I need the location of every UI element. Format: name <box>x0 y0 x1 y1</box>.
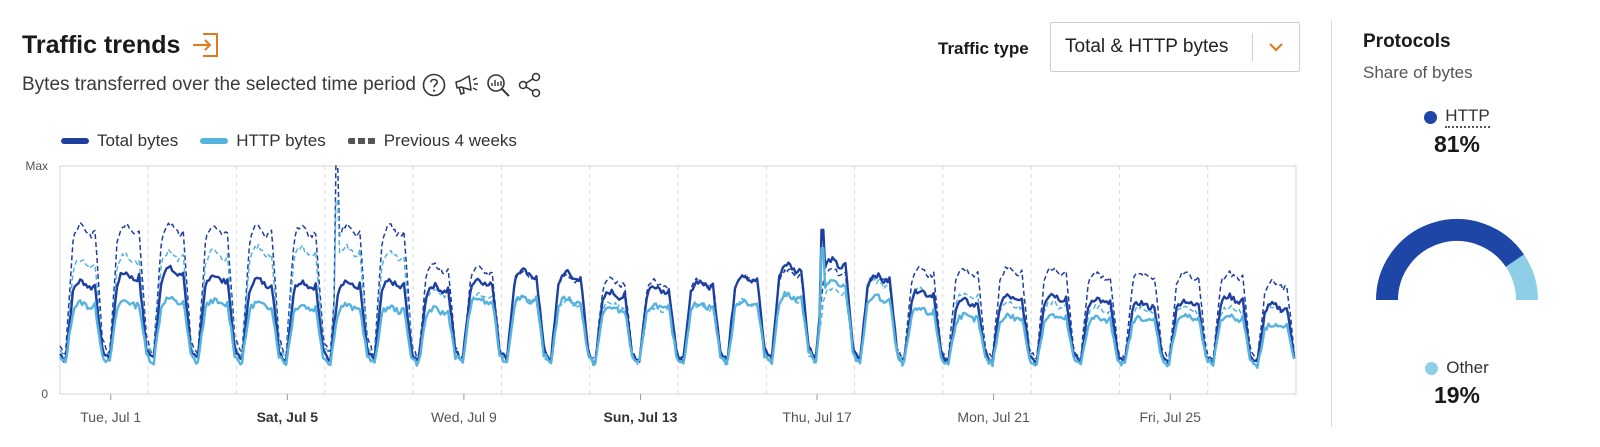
select-divider <box>1252 33 1253 61</box>
page-title: Traffic trends <box>22 30 181 59</box>
traffic-type-value: Total & HTTP bytes <box>1065 36 1229 57</box>
x-tick-label: Sat, Jul 5 <box>257 409 319 425</box>
x-tick-label: Mon, Jul 21 <box>957 409 1030 425</box>
protocols-subtitle: Share of bytes <box>1363 63 1473 82</box>
help-circle-icon[interactable] <box>420 71 448 99</box>
other-dot-icon <box>1425 361 1439 375</box>
protocol-other-label: Other <box>1446 358 1489 377</box>
legend-swatch-http <box>200 138 229 144</box>
gauge-segment-other <box>1505 254 1538 301</box>
legend-swatch-total <box>61 138 89 144</box>
http-dot-icon <box>1424 110 1438 124</box>
protocol-gauge <box>1376 219 1538 301</box>
chevron-down-icon[interactable] <box>1253 41 1299 53</box>
legend-swatch-previous <box>347 138 376 144</box>
legend-total-bytes[interactable]: Total bytes <box>61 131 178 151</box>
protocol-http-percent: 81% <box>1433 130 1481 157</box>
legend-previous-weeks[interactable]: Previous 4 weeks <box>347 131 517 151</box>
x-tick-label: Thu, Jul 17 <box>782 409 851 425</box>
series-total-bytes <box>59 228 1296 366</box>
x-tick-label: Fri, Jul 25 <box>1139 409 1201 425</box>
protocol-other[interactable]: Other 19% <box>1357 358 1557 409</box>
x-tick-label: Tue, Jul 1 <box>80 409 141 425</box>
legend-label-http: HTTP bytes <box>236 131 326 150</box>
magnify-chart-icon[interactable] <box>484 71 512 99</box>
x-tick-label: Wed, Jul 9 <box>431 409 497 425</box>
y-tick-label: Max <box>25 159 48 173</box>
page-subtitle: Bytes transferred over the selected time… <box>22 74 416 95</box>
sign-in-icon[interactable] <box>190 30 220 60</box>
y-tick-label: 0 <box>41 387 48 401</box>
traffic-chart[interactable]: Max 0 Tue, Jul 1 Sat, Jul 5 Wed, Jul 9 Sun, J… <box>0 0 1320 447</box>
protocols-title: Protocols <box>1363 31 1451 52</box>
share-icon[interactable] <box>516 71 544 99</box>
panel-divider <box>1331 20 1332 427</box>
protocol-http[interactable]: HTTP 81% <box>1357 106 1557 158</box>
traffic-type-select[interactable]: Total & HTTP bytes <box>1050 22 1300 72</box>
legend-label-total: Total bytes <box>97 131 179 150</box>
series-http-bytes <box>58 246 1296 369</box>
megaphone-icon[interactable] <box>452 71 480 99</box>
protocol-other-percent: 19% <box>1433 381 1481 408</box>
chart-legend: Total bytes HTTP bytes Previous 4 weeks <box>61 131 539 151</box>
legend-http-bytes[interactable]: HTTP bytes <box>200 131 326 151</box>
legend-label-previous: Previous 4 weeks <box>383 131 517 150</box>
protocol-http-label[interactable]: HTTP <box>1445 106 1490 128</box>
gauge-segment-http <box>1376 219 1524 301</box>
traffic-type-label: Traffic type <box>938 39 1029 58</box>
x-tick-label: Sun, Jul 13 <box>604 409 678 425</box>
